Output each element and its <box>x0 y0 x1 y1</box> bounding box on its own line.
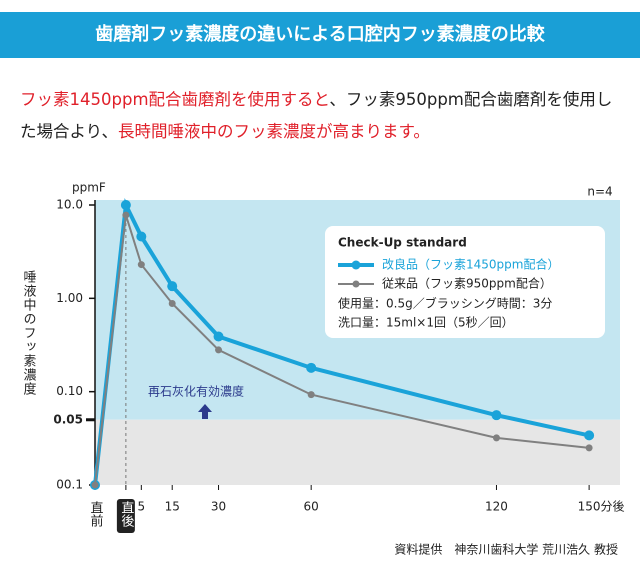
source: 資料提供 神奈川歯科大学 荒川浩久 教授 <box>394 542 618 557</box>
point <box>91 481 99 489</box>
legend-label: 従来品（フッ素950ppm配合） <box>382 276 552 291</box>
point <box>167 281 178 292</box>
y-tick-label: 00.1 <box>56 478 83 492</box>
point <box>306 362 317 373</box>
legend-note: 洗口量：15ml×1回（5秒／回） <box>338 316 514 330</box>
lead-text: 、フッ素950ppm配合歯磨剤を使用した場合より、 <box>20 90 613 141</box>
x-tick-label: 150分後 <box>578 500 625 514</box>
low-zone <box>95 419 620 485</box>
lead: フッ素1450ppm配合歯磨剤を使用すると、フッ素950ppm配合歯磨剤を使用し… <box>20 84 625 148</box>
x-tick-label: 直前 <box>88 501 104 527</box>
series-line <box>94 214 590 486</box>
point <box>492 434 500 442</box>
y-tick-label: 0.05 <box>53 412 83 426</box>
point <box>122 211 130 219</box>
point <box>168 300 176 308</box>
y-label: 唾液中のフッ素濃度 <box>21 270 37 396</box>
lead-text: フッ素1450ppm配合歯磨剤を使用すると <box>20 90 330 109</box>
point <box>491 410 502 421</box>
point <box>213 331 224 342</box>
x-tick-label: 30 <box>211 500 226 514</box>
point <box>585 444 593 452</box>
banner: 歯磨剤フッ素濃度の違いによる口腔内フッ素濃度の比較 <box>0 12 640 58</box>
x-tick-label: 15 <box>165 500 180 514</box>
point <box>136 231 147 242</box>
y-tick-label: 0.10 <box>56 384 83 398</box>
x-tick-label: 直後 <box>118 501 134 527</box>
y-tick-label: 1.00 <box>56 291 83 305</box>
x-tick-label: 5 <box>138 500 146 514</box>
annotation-arrow <box>198 404 212 419</box>
legend-title: Check-Up standard <box>338 236 467 250</box>
x-tick-box <box>116 499 135 533</box>
y-unit: ppmF <box>72 181 106 195</box>
legend-label: 改良品（フッ素1450ppm配合） <box>382 257 559 272</box>
lead-text: 長時間唾液中のフッ素濃度が高まります。 <box>118 122 430 141</box>
legend-note: 使用量：0.5g／ブラッシング時間：3分 <box>338 296 552 311</box>
annotation: 再石灰化有効濃度 <box>148 384 244 399</box>
legend-dot <box>351 260 361 270</box>
point <box>137 261 145 269</box>
note: n=4 <box>587 185 612 199</box>
x-tick-label: 60 <box>304 500 319 514</box>
point <box>584 430 595 441</box>
point <box>307 391 315 399</box>
x-tick-label: 120 <box>485 500 508 514</box>
legend-box <box>325 226 605 338</box>
legend-dot <box>352 280 360 288</box>
y-tick-label: 10.0 <box>56 198 83 212</box>
point <box>215 346 223 354</box>
point <box>120 200 131 210</box>
series-line <box>93 197 590 486</box>
